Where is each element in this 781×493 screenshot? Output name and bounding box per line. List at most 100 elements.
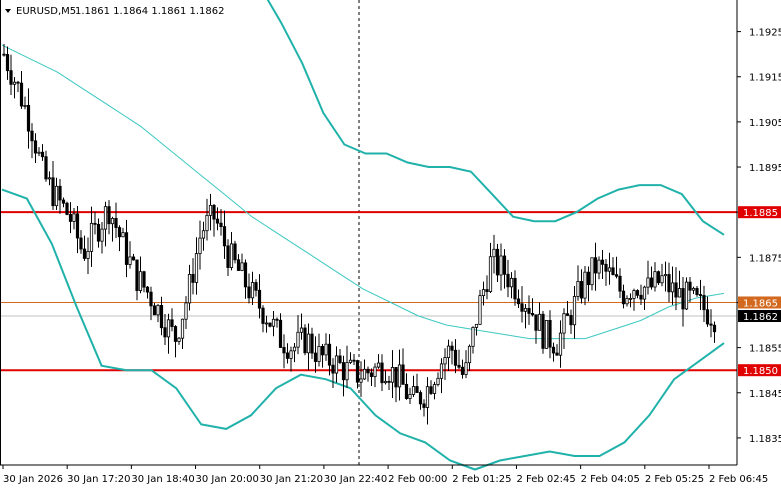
candle-body: [422, 403, 426, 408]
candle-body: [271, 318, 276, 327]
candle-body: [460, 366, 465, 375]
candle-body: [352, 359, 356, 362]
candle-body: [436, 377, 440, 385]
candle-body: [159, 305, 164, 329]
candle-body: [492, 248, 496, 258]
candle-body: [247, 286, 251, 299]
candle-body: [37, 151, 41, 154]
candle-body: [299, 327, 304, 333]
candle-body: [229, 243, 234, 268]
candle-body: [702, 295, 706, 311]
candle-body: [166, 319, 171, 338]
candle-body: [663, 274, 668, 277]
time-tick-label: 30 Jan 22:40: [324, 474, 387, 485]
candle-body: [485, 289, 489, 292]
candle-body: [268, 322, 272, 327]
candle-body: [96, 223, 101, 242]
time-tick-label: 30 Jan 18:40: [131, 474, 194, 485]
candle-body: [527, 307, 531, 314]
candle-body: [681, 288, 685, 310]
candle-body: [509, 277, 514, 288]
candle-body: [502, 255, 507, 275]
bollinger-lower-band: [1, 188, 725, 471]
candle-body: [103, 206, 108, 230]
price-tick-label: 1.1855: [749, 344, 781, 355]
candle-body: [467, 345, 472, 364]
candle-body: [443, 357, 447, 365]
candle-body: [327, 343, 332, 366]
candle-body: [58, 185, 62, 201]
candle-body: [243, 262, 248, 288]
candle-body: [390, 367, 395, 383]
candle-body: [278, 319, 283, 348]
candle-body: [75, 213, 80, 239]
candle-body: [429, 386, 433, 394]
candle-body: [54, 185, 59, 207]
candle-body: [331, 364, 335, 374]
candle-body: [264, 322, 269, 325]
price-tick-label: 1.1905: [749, 118, 781, 129]
candle-body: [534, 314, 538, 331]
time-tick-label: 2 Feb 01:25: [452, 474, 511, 485]
candle-body: [481, 289, 486, 296]
candle-body: [551, 346, 556, 354]
candle-body: [593, 257, 598, 274]
candle-body: [23, 104, 27, 107]
candle-body: [387, 380, 391, 383]
candle-body: [128, 256, 132, 265]
candle-body: [516, 298, 521, 305]
candle-body: [61, 199, 66, 204]
candle-body: [411, 386, 416, 395]
candle-body: [198, 237, 202, 255]
candle-body: [646, 277, 650, 288]
candle-body: [177, 337, 181, 342]
candle-body: [562, 313, 566, 334]
candle-body: [121, 232, 125, 238]
candle-body: [89, 222, 94, 252]
candle-body: [555, 352, 559, 356]
candle-body: [499, 255, 503, 276]
level-label-bg: [738, 364, 781, 377]
candle-body: [600, 259, 605, 265]
candle-body: [558, 332, 563, 356]
candle-body: [394, 367, 398, 388]
level-label: 1.1850: [743, 366, 778, 377]
triangle-down-icon[interactable]: [5, 9, 11, 13]
candle-body: [261, 307, 265, 324]
candle-body: [576, 281, 580, 297]
candle-body: [695, 287, 699, 295]
candle-body: [100, 228, 104, 242]
candle-body: [453, 349, 458, 366]
candle-body: [205, 214, 209, 232]
candle-body: [523, 307, 528, 312]
candle-body: [439, 363, 444, 379]
candle-body: [408, 394, 412, 399]
candle-body: [709, 323, 713, 326]
candle-body: [548, 320, 552, 348]
candle-body: [376, 362, 381, 368]
candle-body: [691, 287, 696, 291]
candle-body: [194, 253, 199, 283]
candle-body: [110, 218, 115, 225]
candle-body: [208, 204, 213, 216]
candle-body: [114, 218, 118, 228]
candle-body: [138, 271, 143, 291]
candle-body: [19, 82, 24, 107]
candle-body: [292, 346, 297, 352]
candle-body: [488, 256, 493, 292]
moving-average-line: [1, 44, 725, 340]
candle-body: [635, 290, 640, 296]
candle-body: [191, 273, 195, 283]
candle-body: [212, 204, 216, 220]
candle-body: [478, 295, 482, 325]
candle-body: [306, 333, 311, 354]
candle-body: [670, 282, 675, 293]
candle-body: [33, 140, 38, 154]
candle-body: [590, 257, 594, 286]
candle-body: [366, 368, 370, 374]
candle-body: [201, 230, 206, 239]
candle-body: [621, 290, 626, 305]
price-tick-label: 1.1835: [749, 434, 781, 445]
